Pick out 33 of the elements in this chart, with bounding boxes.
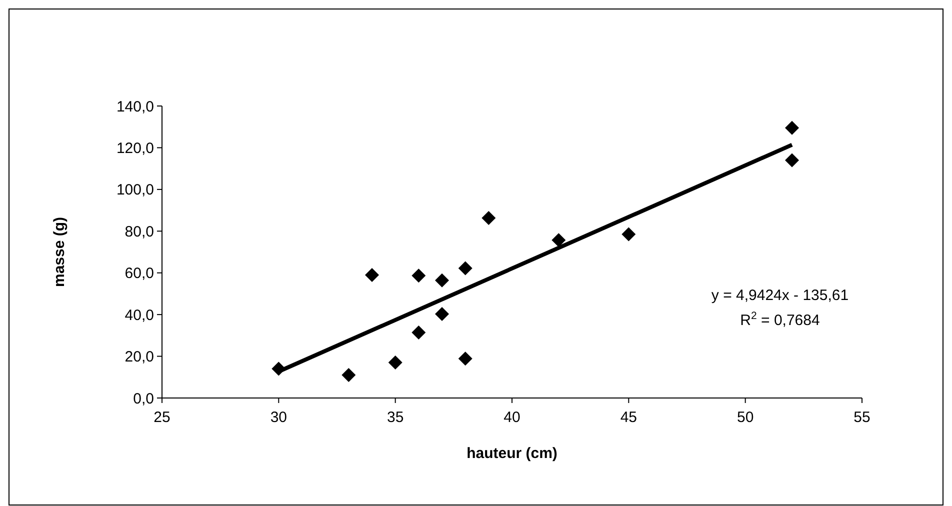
x-tick-label: 25 bbox=[154, 409, 170, 426]
point bbox=[482, 211, 496, 226]
y-tick-label: 100,0 bbox=[116, 182, 154, 199]
y-tick-label: 120,0 bbox=[116, 140, 154, 157]
point bbox=[785, 120, 799, 135]
y-tick-label: 40,0 bbox=[124, 306, 154, 324]
x-tick-label: 40 bbox=[504, 409, 520, 426]
point bbox=[435, 306, 449, 321]
point bbox=[412, 268, 426, 283]
point bbox=[435, 273, 449, 288]
x-tick-label: 45 bbox=[620, 409, 638, 426]
annotation: R$^{2}$ = 0,7684 bbox=[740, 310, 820, 329]
point bbox=[458, 261, 472, 276]
y-tick-label: 60,0 bbox=[124, 265, 154, 282]
point bbox=[412, 326, 426, 340]
x-tick-label: 30 bbox=[270, 409, 288, 426]
point bbox=[552, 233, 566, 248]
y-tick-label: 20,0 bbox=[124, 348, 154, 366]
point bbox=[342, 368, 356, 382]
annotation: y = 4,9424x - 135,61 bbox=[711, 287, 849, 304]
y-axis-title: masse (g) bbox=[51, 216, 68, 288]
x-axis-title: hauteur (cm) bbox=[466, 445, 558, 462]
point bbox=[622, 227, 636, 242]
y-tick-label: 0,0 bbox=[133, 390, 154, 408]
point bbox=[388, 356, 402, 370]
x-tick-label: 50 bbox=[736, 409, 754, 426]
point bbox=[458, 352, 472, 366]
point bbox=[785, 153, 799, 168]
y-tick-label: 80,0 bbox=[124, 223, 154, 240]
point bbox=[365, 268, 379, 282]
y-tick-label: 140,0 bbox=[116, 98, 154, 116]
x-tick-label: 55 bbox=[854, 409, 870, 426]
x-tick-label: 35 bbox=[386, 409, 404, 426]
